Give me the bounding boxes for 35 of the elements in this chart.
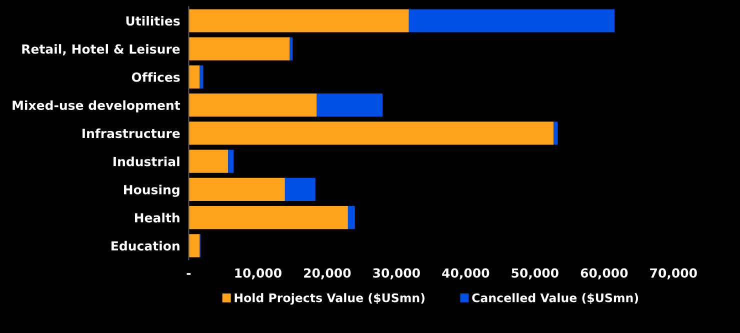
y-tick-label: Utilities: [126, 16, 180, 26]
y-tick-label: Industrial: [114, 156, 180, 166]
y-tick-label: Education: [112, 240, 180, 251]
y-tick-label: Housing: [124, 184, 180, 197]
y-tick-label: Mixed-use development: [12, 100, 180, 112]
bar: [408, 9, 615, 32]
x-tick-label: 10,000: [235, 268, 282, 280]
y-tick-label: Retail, Hotel & Leisure: [22, 44, 180, 56]
bar: [188, 206, 348, 230]
bar: [348, 206, 355, 230]
y-tick-label: Infrastructure: [82, 128, 180, 138]
bar: [188, 65, 200, 88]
y-tick-label: Offices: [132, 72, 180, 82]
bar: [188, 37, 290, 60]
x-tick-label: 60,000: [580, 268, 628, 280]
bar: [188, 94, 317, 117]
bar: [554, 122, 558, 145]
bar: [228, 150, 234, 173]
bar: [290, 37, 293, 60]
bar: [188, 234, 200, 258]
bar: [188, 150, 228, 173]
bar: [188, 178, 285, 201]
x-tick-label: -: [186, 273, 191, 275]
legend-label: Cancelled Value ($USmn): [472, 293, 638, 304]
x-tick-label: 70,000: [650, 268, 697, 280]
bar: [284, 178, 316, 201]
bar: [188, 122, 554, 145]
x-tick-label: 50,000: [512, 268, 558, 280]
x-tick-label: 40,000: [442, 268, 490, 280]
x-tick-label: 30,000: [373, 268, 420, 280]
legend-label: Hold Projects Value ($USmn): [234, 293, 424, 305]
y-tick-label: Health: [134, 212, 180, 222]
x-tick-label: 20,000: [304, 268, 351, 280]
bar: [188, 9, 409, 32]
bar: [316, 94, 383, 117]
